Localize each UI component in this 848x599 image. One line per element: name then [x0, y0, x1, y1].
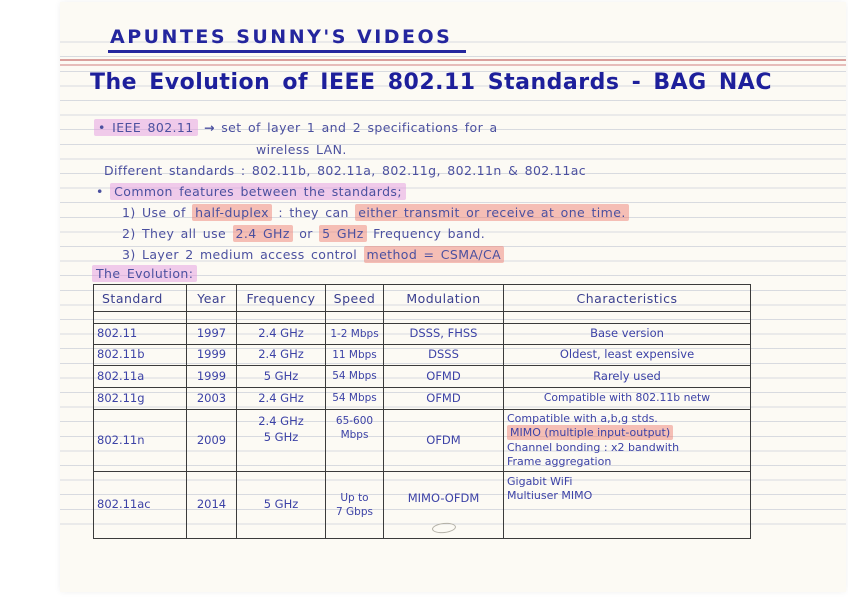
- header-year: Year: [186, 284, 237, 312]
- page-title: APUNTES SUNNY'S VIDEOS: [108, 26, 467, 53]
- cell-speed: 54 Mbps: [325, 365, 384, 388]
- note-line-common-features: • Common features between the standards;: [96, 183, 406, 200]
- cell-year: 2014: [186, 470, 237, 540]
- cell-characteristics: Compatible with 802.11b netw: [503, 387, 751, 410]
- spacer-cell: [383, 311, 504, 324]
- note-text: wireless LAN.: [256, 142, 347, 157]
- note-text: Different standards : 802.11b, 802.11a, …: [104, 163, 587, 178]
- note-line-feature-2: 2) They all use 2.4 GHz or 5 GHz Frequen…: [122, 225, 486, 242]
- notebook-paper: APUNTES SUNNY'S VIDEOS The Evolution of …: [60, 2, 846, 592]
- cell-modulation: OFMD: [383, 387, 504, 410]
- highlight-csma-ca: method = CSMA/CA: [363, 246, 505, 263]
- note-line-evolution: The Evolution:: [92, 265, 198, 282]
- cell-characteristics: Rarely used: [503, 365, 751, 388]
- header-frequency: Frequency: [236, 284, 326, 312]
- cell-standard: 802.11a: [93, 365, 187, 388]
- arrow-right-icon: →: [204, 120, 215, 135]
- cell-modulation: DSSS: [383, 344, 504, 366]
- table-header-row: Standard Year Frequency Speed Modulation…: [93, 284, 751, 312]
- spacer-cell: [325, 311, 384, 324]
- char-line: MIMO (multiple input-output): [507, 425, 747, 441]
- cell-year: 1997: [186, 323, 237, 345]
- modulation-text: MIMO-OFDM: [407, 490, 480, 505]
- cell-modulation: OFMD: [383, 365, 504, 388]
- highlight-transmit-receive: either transmit or receive at one time.: [355, 204, 629, 221]
- cell-frequency: 2.4 GHz: [236, 323, 326, 345]
- pencil-scribble-icon: [431, 521, 456, 534]
- table-row-80211b: 802.11b 1999 2.4 GHz 11 Mbps DSSS Oldest…: [93, 344, 751, 366]
- note-line-feature-1: 1) Use of half-duplex : they can either …: [122, 204, 629, 221]
- note-text: 3) Layer 2 medium access control: [122, 247, 358, 262]
- cell-year: 1999: [186, 344, 237, 366]
- cell-characteristics: Compatible with a,b,g stds. MIMO (multip…: [503, 409, 751, 472]
- note-line-continuation: wireless LAN.: [256, 142, 347, 157]
- cell-modulation: OFDM: [383, 409, 504, 472]
- cell-modulation: DSSS, FHSS: [383, 323, 504, 345]
- cell-modulation: MIMO-OFDM: [383, 470, 504, 540]
- header-standard: Standard: [93, 284, 187, 312]
- spacer-cell: [93, 311, 187, 324]
- cell-year: 1999: [186, 365, 237, 388]
- highlight-24ghz: 2.4 GHz: [232, 225, 293, 242]
- cell-standard: 802.11g: [93, 387, 187, 410]
- note-text: set of layer 1 and 2 specifications for …: [221, 120, 498, 135]
- note-text: 1) Use of: [122, 205, 186, 220]
- char-line: Frame aggregation: [507, 454, 612, 468]
- table-spacer-row: [93, 311, 751, 324]
- main-heading: The Evolution of IEEE 802.11 Standards -…: [90, 70, 772, 95]
- table-row-80211: 802.11 1997 2.4 GHz 1-2 Mbps DSSS, FHSS …: [93, 323, 751, 345]
- cell-year: 2009: [186, 409, 237, 472]
- char-line: Channel bonding : x2 bandwith: [507, 440, 680, 454]
- note-text: 2) They all use: [122, 226, 227, 241]
- cell-speed: 1-2 Mbps: [325, 323, 384, 345]
- cell-frequency: 2.4 GHz 5 GHz: [236, 409, 326, 472]
- spacer-cell: [236, 311, 326, 324]
- table-row-80211a: 802.11a 1999 5 GHz 54 Mbps OFMD Rarely u…: [93, 365, 751, 388]
- note-text: : they can: [278, 205, 349, 220]
- note-line-standards: Different standards : 802.11b, 802.11a, …: [104, 163, 586, 178]
- cell-frequency: 2.4 GHz: [236, 344, 326, 366]
- cell-standard: 802.11: [93, 323, 187, 345]
- note-text: or: [299, 226, 313, 241]
- char-line: Compatible with a,b,g stds.: [507, 411, 658, 425]
- cell-standard: 802.11n: [93, 409, 187, 472]
- standards-evolution-table: Standard Year Frequency Speed Modulation…: [93, 284, 751, 540]
- red-margin-line: [60, 64, 846, 66]
- note-line-ieee: • IEEE 802.11 → set of layer 1 and 2 spe…: [94, 119, 498, 136]
- highlight-ieee-80211: • IEEE 802.11: [94, 119, 198, 136]
- cell-frequency: 2.4 GHz: [236, 387, 326, 410]
- note-line-feature-3: 3) Layer 2 medium access control method …: [122, 246, 505, 263]
- spacer-cell: [503, 311, 751, 324]
- highlight-half-duplex: half-duplex: [192, 204, 272, 221]
- header-speed: Speed: [325, 284, 384, 312]
- cell-speed: 11 Mbps: [325, 344, 384, 366]
- table-row-80211n: 802.11n 2009 2.4 GHz 5 GHz 65-600 Mbps O…: [93, 409, 751, 472]
- cell-speed: 65-600 Mbps: [325, 409, 384, 472]
- cell-frequency: 5 GHz: [236, 470, 326, 540]
- note-text: Frequency band.: [373, 226, 486, 241]
- table-row-80211g: 802.11g 2003 2.4 GHz 54 Mbps OFMD Compat…: [93, 387, 751, 410]
- header-modulation: Modulation: [383, 284, 504, 312]
- header-characteristics: Characteristics: [503, 284, 751, 312]
- highlight-the-evolution: The Evolution:: [92, 265, 198, 282]
- cell-speed: Up to 7 Gbps: [325, 470, 384, 540]
- cell-speed: 54 Mbps: [325, 387, 384, 410]
- cell-standard: 802.11b: [93, 344, 187, 366]
- table-row-80211ac: 802.11ac 2014 5 GHz Up to 7 Gbps MIMO-OF…: [93, 470, 751, 540]
- spacer-cell: [186, 311, 237, 324]
- red-margin-line: [60, 59, 846, 61]
- highlight-common-features: Common features between the standards;: [110, 183, 406, 200]
- cell-characteristics: Oldest, least expensive: [503, 344, 751, 366]
- highlight-5ghz: 5 GHz: [319, 225, 367, 242]
- cell-frequency: 5 GHz: [236, 365, 326, 388]
- cell-characteristics: Base version: [503, 323, 751, 345]
- cell-standard: 802.11ac: [93, 470, 187, 540]
- highlight-mimo: MIMO (multiple input-output): [507, 425, 674, 441]
- cell-characteristics: Gigabit WiFi Multiuser MIMO: [503, 470, 751, 540]
- bullet-icon: •: [96, 184, 104, 199]
- cell-year: 2003: [186, 387, 237, 410]
